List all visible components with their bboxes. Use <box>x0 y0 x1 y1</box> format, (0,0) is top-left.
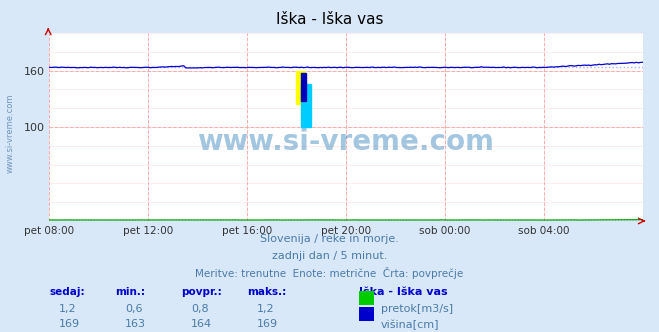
Bar <box>301 84 311 127</box>
Text: pretok[m3/s]: pretok[m3/s] <box>381 304 453 314</box>
Text: 163: 163 <box>125 319 146 329</box>
Text: 1,2: 1,2 <box>59 304 77 314</box>
Bar <box>295 71 304 105</box>
Text: Iška - Iška vas: Iška - Iška vas <box>275 12 384 27</box>
Bar <box>301 73 306 101</box>
Text: Iška - Iška vas: Iška - Iška vas <box>359 287 447 297</box>
Text: 0,6: 0,6 <box>125 304 143 314</box>
Text: www.si-vreme.com: www.si-vreme.com <box>198 128 494 156</box>
Text: 1,2: 1,2 <box>257 304 275 314</box>
Text: 169: 169 <box>59 319 80 329</box>
Text: 169: 169 <box>257 319 278 329</box>
Text: 164: 164 <box>191 319 212 329</box>
Text: min.:: min.: <box>115 287 146 297</box>
Text: maks.:: maks.: <box>247 287 287 297</box>
Text: sedaj:: sedaj: <box>49 287 85 297</box>
Text: www.si-vreme.com: www.si-vreme.com <box>5 93 14 173</box>
Text: 0,8: 0,8 <box>191 304 209 314</box>
Text: zadnji dan / 5 minut.: zadnji dan / 5 minut. <box>272 251 387 261</box>
Text: Meritve: trenutne  Enote: metrične  Črta: povprečje: Meritve: trenutne Enote: metrične Črta: … <box>195 267 464 279</box>
Text: povpr.:: povpr.: <box>181 287 222 297</box>
Text: Slovenija / reke in morje.: Slovenija / reke in morje. <box>260 234 399 244</box>
Text: višina[cm]: višina[cm] <box>381 319 440 330</box>
